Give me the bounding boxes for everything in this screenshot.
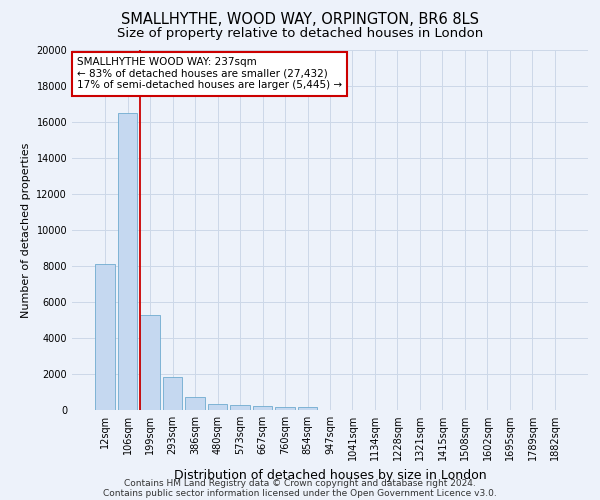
Bar bbox=[95, 264, 115, 410]
Bar bbox=[118, 113, 137, 410]
Bar bbox=[253, 406, 272, 410]
X-axis label: Distribution of detached houses by size in London: Distribution of detached houses by size … bbox=[173, 468, 487, 481]
Y-axis label: Number of detached properties: Number of detached properties bbox=[21, 142, 31, 318]
Text: SMALLHYTHE WOOD WAY: 237sqm
← 83% of detached houses are smaller (27,432)
17% of: SMALLHYTHE WOOD WAY: 237sqm ← 83% of det… bbox=[77, 57, 342, 90]
Text: SMALLHYTHE, WOOD WAY, ORPINGTON, BR6 8LS: SMALLHYTHE, WOOD WAY, ORPINGTON, BR6 8LS bbox=[121, 12, 479, 28]
Bar bbox=[208, 404, 227, 410]
Text: Size of property relative to detached houses in London: Size of property relative to detached ho… bbox=[117, 28, 483, 40]
Bar bbox=[163, 376, 182, 410]
Bar bbox=[140, 314, 160, 410]
Bar bbox=[298, 408, 317, 410]
Bar bbox=[275, 407, 295, 410]
Bar bbox=[185, 398, 205, 410]
Text: Contains public sector information licensed under the Open Government Licence v3: Contains public sector information licen… bbox=[103, 488, 497, 498]
Text: Contains HM Land Registry data © Crown copyright and database right 2024.: Contains HM Land Registry data © Crown c… bbox=[124, 478, 476, 488]
Bar bbox=[230, 405, 250, 410]
